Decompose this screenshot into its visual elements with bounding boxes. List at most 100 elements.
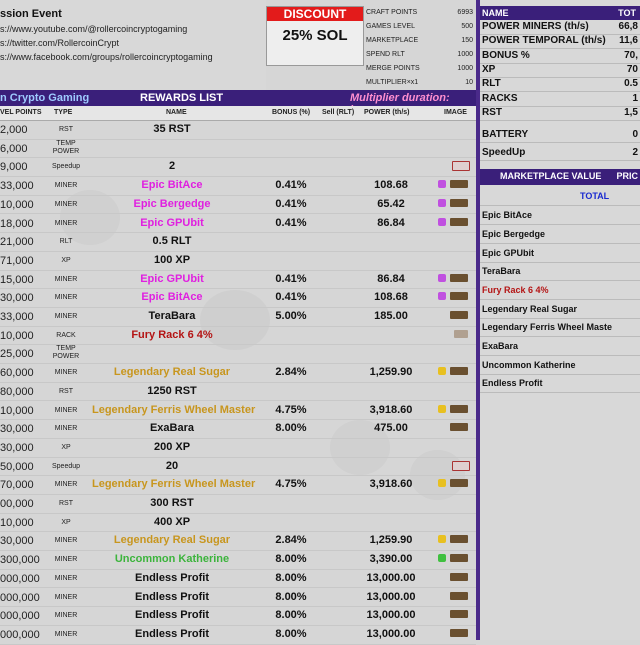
row-points: 33,000 — [0, 311, 34, 323]
item-image-icon — [438, 143, 472, 153]
row-type: MINER — [54, 369, 78, 377]
summary-key: BONUS % — [482, 49, 530, 61]
miner-sprite-icon — [450, 367, 468, 376]
row-points: 9,000 — [0, 161, 28, 174]
row-type: MINER — [54, 574, 78, 582]
summary-key: SpeedUp — [482, 147, 526, 159]
summary-value: 11,6 — [619, 35, 638, 47]
row-power: 65.42 — [377, 197, 405, 210]
table-row: 50,000 Speedup 20 — [0, 457, 476, 477]
row-power: 3,390.00 — [369, 553, 413, 566]
col-name: NAME — [166, 109, 187, 116]
item-image-icon — [438, 161, 472, 172]
rarity-tag-icon — [438, 367, 446, 376]
battery-row: BATTERY 0 — [480, 128, 640, 144]
miner-sprite-icon — [450, 217, 468, 226]
row-points: 2,000 — [0, 124, 28, 136]
row-type: MINER — [54, 200, 78, 208]
row-power: 475.00 — [374, 422, 408, 435]
row-power: 3,918.60 — [369, 478, 413, 491]
row-name: 400 XP — [153, 515, 191, 528]
facebook-link[interactable]: s://www.facebook.com/groups/rollercoincr… — [0, 52, 213, 62]
marketplace-item-name: Epic GPUbit — [482, 247, 535, 258]
row-type: RLT — [59, 238, 73, 246]
row-type: MINER — [54, 406, 78, 414]
row-points: 30,000 — [0, 423, 34, 436]
item-image-icon — [438, 498, 472, 508]
item-image-icon — [438, 311, 472, 321]
stat-value: 500 — [461, 23, 473, 30]
row-bonus: 0.41% — [275, 272, 307, 285]
row-type: XP — [61, 256, 71, 264]
row-points: 10,000 — [0, 198, 34, 211]
row-points: 10,000 — [0, 404, 34, 417]
row-power: 3,918.60 — [369, 403, 413, 416]
row-bonus: 2.84% — [275, 534, 307, 547]
summary-item: POWER MINERS (th/s) 66,8 — [480, 20, 640, 35]
summary-item: BONUS % 70, — [480, 49, 640, 64]
row-power: 1,259.90 — [369, 366, 413, 379]
item-image-icon — [438, 198, 472, 209]
summary-value: 1,5 — [624, 106, 638, 118]
marketplace-item: Legendary Real Sugar — [480, 300, 640, 319]
marketplace-item-name: Endless Profit — [482, 378, 543, 389]
row-bonus: 0.41% — [275, 179, 307, 192]
marketplace-item: TeraBara — [480, 262, 640, 282]
rarity-tag-icon — [438, 292, 446, 301]
table-row: 2,000 RST 35 RST — [0, 120, 476, 140]
table-row: 10,000 RACK Fury Rack 6 4% — [0, 326, 476, 346]
youtube-link[interactable]: s://www.youtube.com/@rollercoincryptogam… — [0, 24, 188, 34]
table-row: 10,000 MINER Legendary Ferris Wheel Master… — [0, 401, 476, 421]
item-image-icon — [438, 273, 472, 284]
marketplace-item-name: Legendary Real Sugar — [482, 303, 578, 314]
item-image-icon — [438, 329, 472, 340]
discount-value: 25% SOL — [282, 27, 348, 44]
row-name: Legendary Real Sugar — [113, 366, 231, 379]
miner-sprite-icon — [450, 554, 468, 563]
row-bonus: 0.41% — [275, 197, 307, 210]
stat-key: MERGE POINTS — [366, 65, 420, 72]
miner-sprite-icon — [450, 292, 468, 301]
row-name: 200 XP — [153, 440, 191, 453]
marketplace-item: Uncommon Katherine — [480, 356, 640, 375]
table-row: 000,000 MINER Endless Profit 8.00% 13,000.00 — [0, 569, 476, 589]
discount-label: DISCOUNT — [267, 7, 363, 21]
row-type: MINER — [54, 556, 78, 564]
stat-key: MULTIPLIER×x1 — [366, 79, 419, 86]
stat-key: CRAFT POINTS — [366, 9, 418, 16]
summary-key: BATTERY — [482, 129, 529, 141]
stat-row: CRAFT POINTS 6993 — [364, 6, 476, 20]
twitter-link[interactable]: s://twitter.com/RollercoinCrypt — [0, 38, 120, 48]
item-image-icon — [438, 236, 472, 246]
stat-key: MARKETPLACE — [366, 37, 419, 44]
brand-text: n Crypto Gaming — [0, 92, 90, 104]
row-power: 86.84 — [377, 272, 405, 285]
table-row: 30,000 MINER Epic BitAce 0.41% 108.68 — [0, 288, 476, 308]
row-bonus: 8.00% — [275, 553, 307, 566]
row-power: 86.84 — [377, 216, 405, 229]
item-image-icon — [438, 180, 472, 190]
total-row: TOTAL — [480, 187, 640, 207]
row-type: MINER — [54, 219, 78, 227]
row-name: Epic GPUbit — [140, 272, 204, 285]
table-row: 00,000 RST 300 RST — [0, 494, 476, 514]
rewards-table: 2,000 RST 35 RST 6,000 TEMP POWER 9,000 Speedu… — [0, 120, 476, 645]
item-image-icon — [438, 628, 472, 639]
table-row: 30,000 MINER ExaBara 8.00% 475.00 — [0, 419, 476, 439]
row-points: 80,000 — [0, 385, 34, 398]
row-type: Speedup — [51, 462, 81, 470]
row-points: 25,000 — [0, 348, 34, 361]
summary-value: 0 — [632, 129, 638, 141]
marketplace-item-name: Uncommon Katherine — [482, 359, 576, 370]
summary-key: POWER TEMPORAL (th/s) — [482, 35, 606, 47]
marketplace-header: MARKETPLACE VALUE PRIC — [480, 169, 640, 186]
marketplace-item-name: Epic Bergedge — [482, 228, 546, 239]
miner-sprite-icon — [450, 423, 468, 432]
row-points: 70,000 — [0, 479, 34, 492]
row-name: ExaBara — [149, 422, 195, 435]
row-type: RACK — [56, 331, 76, 339]
miner-sprite-icon — [450, 628, 468, 637]
item-image-icon — [438, 442, 472, 452]
row-points: 00,000 — [0, 498, 34, 510]
item-image-icon — [438, 217, 472, 228]
